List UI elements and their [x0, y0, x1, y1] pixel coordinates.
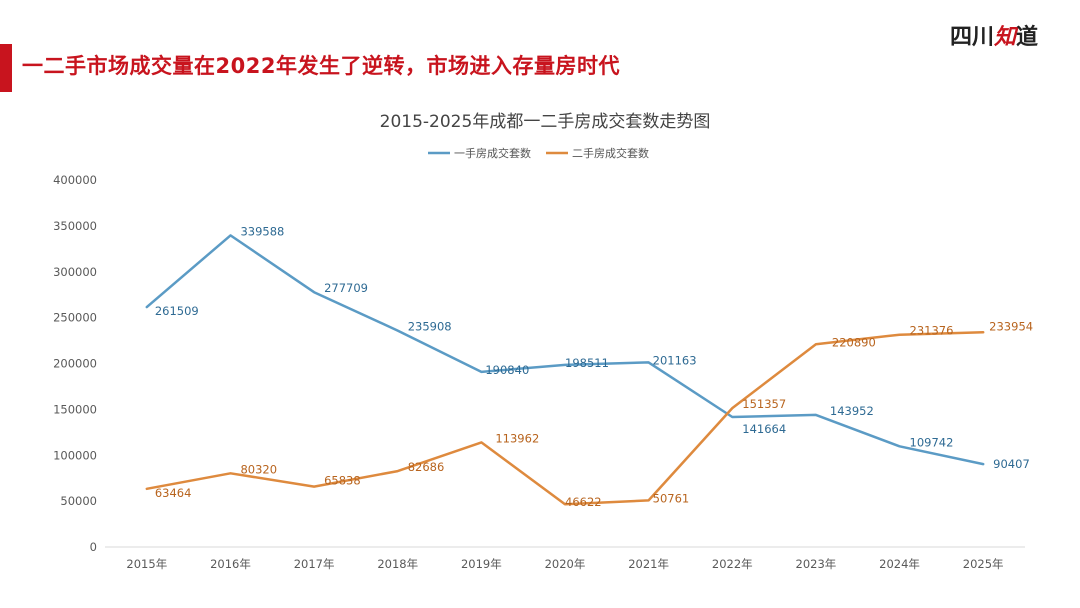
- legend-label-second: 二手房成交套数: [572, 146, 649, 160]
- data-label-second-hand: 65838: [324, 474, 361, 488]
- data-label-second-hand: 80320: [240, 462, 277, 476]
- data-label-new-home: 109742: [910, 435, 954, 449]
- x-tick-label: 2019年: [461, 557, 502, 571]
- data-label-new-home: 143952: [830, 404, 874, 418]
- x-tick-label: 2020年: [545, 557, 586, 571]
- data-label-new-home: 277709: [324, 281, 368, 295]
- chart-title: 2015-2025年成都一二手房成交套数走势图: [380, 112, 711, 132]
- logo-text-3: 道: [1016, 25, 1039, 50]
- y-tick-label: 150000: [53, 402, 97, 416]
- x-tick-label: 2015年: [126, 557, 167, 571]
- series-line-second-hand: [145, 331, 985, 506]
- data-label-new-home: 339588: [240, 224, 284, 238]
- y-tick-label: 100000: [53, 448, 97, 462]
- x-tick-label: 2021年: [628, 557, 669, 571]
- data-label-new-home: 90407: [993, 457, 1030, 471]
- y-tick-label: 250000: [53, 311, 97, 325]
- logo-text-2: 知: [994, 25, 1017, 50]
- data-label-new-home: 190840: [485, 363, 529, 377]
- x-tick-label: 2022年: [712, 557, 753, 571]
- data-label-second-hand: 233954: [989, 319, 1033, 333]
- series-line-new-home: [145, 234, 985, 466]
- y-tick-label: 350000: [53, 219, 97, 233]
- brand-logo: 四川知道: [950, 18, 1038, 52]
- x-tick-label: 2023年: [796, 557, 837, 571]
- data-label-second-hand: 46622: [565, 495, 602, 509]
- x-tick-label: 2025年: [963, 557, 1004, 571]
- data-label-second-hand: 63464: [155, 486, 192, 500]
- data-label-second-hand: 113962: [495, 431, 539, 445]
- x-tick-label: 2024年: [879, 557, 920, 571]
- data-label-new-home: 261509: [155, 304, 199, 318]
- data-label-new-home: 201163: [653, 353, 697, 367]
- data-label-second-hand: 220890: [832, 335, 876, 349]
- y-tick-label: 300000: [53, 265, 97, 279]
- y-tick-label: 50000: [60, 494, 97, 508]
- data-label-new-home: 141664: [742, 422, 786, 436]
- data-label-second-hand: 231376: [910, 324, 954, 338]
- logo-text-1: 四川: [950, 25, 995, 50]
- legend-label-new: 一手房成交套数: [454, 146, 531, 160]
- y-tick-label: 200000: [53, 357, 97, 371]
- data-label-new-home: 198511: [565, 356, 609, 370]
- x-tick-label: 2017年: [294, 557, 335, 571]
- x-tick-label: 2016年: [210, 557, 251, 571]
- y-tick-label: 400000: [53, 173, 97, 187]
- data-label-new-home: 235908: [408, 320, 452, 334]
- data-label-second-hand: 82686: [408, 460, 445, 474]
- y-tick-label: 0: [90, 540, 97, 554]
- data-label-second-hand: 50761: [653, 491, 690, 505]
- headline-accent-bar: [0, 44, 12, 92]
- data-label-second-hand: 151357: [742, 397, 786, 411]
- x-tick-label: 2018年: [377, 557, 418, 571]
- page-headline: 一二手市场成交量在2022年发生了逆转，市场进入存量房时代: [22, 54, 620, 78]
